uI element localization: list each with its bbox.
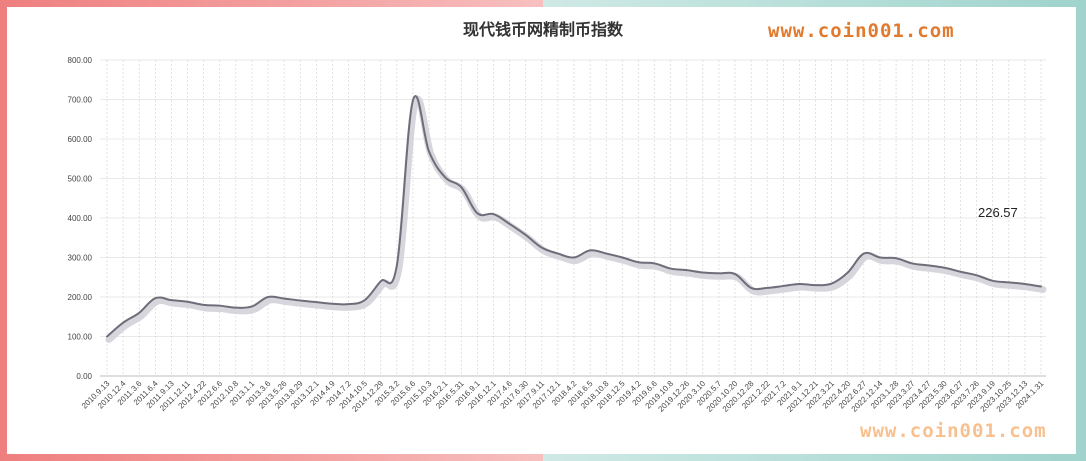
chart-title: 现代钱币网精制币指数: [462, 20, 623, 39]
grid-layer: [100, 59, 1046, 377]
x-axis: 2010.9.132010.12.42011.3.62011.6.42011.9…: [80, 379, 1046, 414]
y-tick-label: 500.00: [68, 175, 93, 184]
y-axis: 0.00 100.00 200.00 300.00 400.00 500.00 600.00…: [68, 56, 93, 381]
y-tick-label: 100.00: [68, 333, 93, 342]
y-tick-label: 800.00: [68, 56, 93, 65]
y-tick-label: 200.00: [68, 293, 93, 302]
watermark-top: www.coin001.com: [768, 20, 955, 42]
series-layer: [105, 95, 1047, 343]
y-tick-label: 700.00: [68, 96, 93, 105]
watermark-bottom: www.coin001.com: [860, 420, 1047, 442]
series-line-shadow: [105, 95, 1047, 343]
y-tick-label: 600.00: [68, 135, 93, 144]
y-tick-label: 300.00: [68, 254, 93, 263]
last-value-annotation: 226.57: [978, 205, 1018, 220]
series-line: [106, 95, 1042, 338]
y-tick-label: 400.00: [68, 214, 93, 223]
y-tick-label: 0.00: [76, 372, 92, 381]
